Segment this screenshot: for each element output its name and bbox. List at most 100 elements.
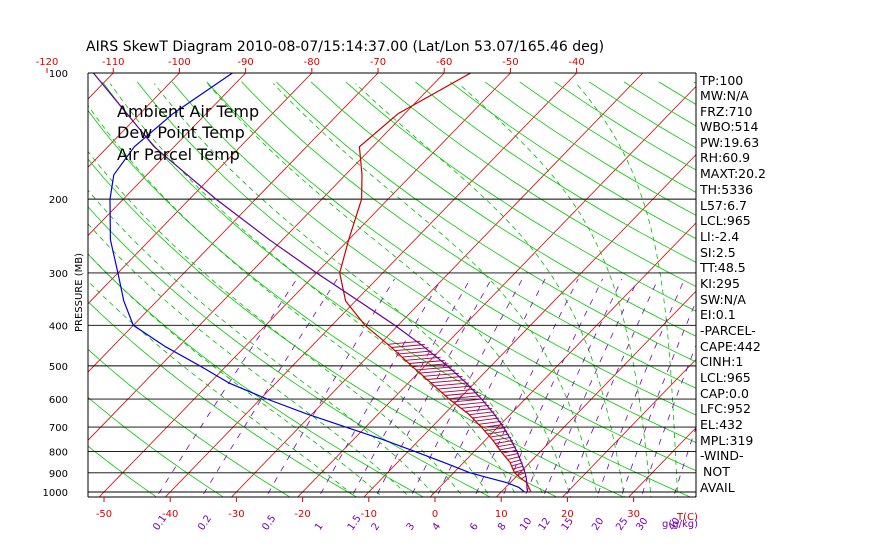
index-lfc: LFC:952 (700, 401, 751, 416)
index-tp: TP:100 (699, 73, 743, 88)
mixing-ratio-tick-label: 1 (313, 521, 326, 533)
isotherm-line (628, 427, 696, 497)
mixing-ratio-line (597, 278, 685, 494)
moist-adiabat-line (576, 83, 679, 497)
cape-hatch-line (512, 465, 524, 470)
moist-adiabat-line (88, 223, 410, 497)
mixing-ratio-line (525, 278, 623, 494)
mixing-ratio-tick-label: 6 (468, 521, 481, 533)
cape-hatch-line (478, 420, 502, 425)
x-axis-label: T(C) (676, 512, 698, 523)
dry-adiabat-line (206, 81, 696, 416)
mixing-ratio-tick-label: 4 (431, 521, 444, 533)
mixing-ratio-line (544, 278, 639, 494)
dry-adiabat-line (136, 81, 696, 472)
cape-hatch-line (448, 395, 482, 400)
moist-adiabat-line (88, 104, 491, 497)
index-wind-header: -WIND- (700, 448, 744, 463)
index-cape: CAPE:442 (700, 339, 761, 354)
index-si: SI:2.5 (700, 245, 736, 260)
cape-hatch-line (514, 468, 526, 473)
top-temperature-tick-label: -100 (168, 57, 191, 68)
pressure-tick-label: 1000 (43, 488, 68, 499)
mixing-ratio-line (203, 278, 338, 495)
moist-adiabat-line (109, 83, 518, 497)
dew-point-line (109, 73, 525, 493)
index-wbo: WBO:514 (700, 119, 758, 134)
dry-adiabat-line (415, 81, 696, 263)
mixing-ratio-line (621, 300, 696, 494)
dry-adiabat-line (171, 81, 696, 443)
dry-adiabat-line (276, 81, 696, 363)
index-tt: TT:48.5 (699, 260, 746, 275)
index-parcel-lcl: LCL:965 (700, 370, 751, 385)
pressure-tick-label: 100 (49, 69, 68, 80)
moist-adiabat-line (355, 83, 625, 497)
index-cinh: CINH:1 (700, 354, 743, 369)
cape-hatch-line (469, 411, 495, 416)
chart-title: AIRS SkewT Diagram 2010-08-07/15:14:37.0… (86, 39, 604, 55)
index-wind-not: NOT (703, 464, 730, 479)
pressure-tick-label: 900 (49, 469, 68, 480)
dry-adiabat-line (88, 445, 158, 497)
dry-adiabat-line (345, 81, 696, 312)
bottom-temperature-tick-label: -10 (361, 509, 377, 520)
index-li: LI:-2.4 (700, 229, 739, 244)
mixing-ratio-line (641, 344, 696, 494)
cape-hatch-line (456, 401, 487, 406)
dry-adiabat-line (102, 81, 692, 497)
legend-ambient-air-temp: Ambient Air Temp (117, 102, 259, 121)
moist-adiabat-line (88, 150, 464, 497)
dry-adiabat-line (380, 81, 696, 288)
top-temperature-tick-label: -40 (568, 57, 584, 68)
cape-hatching (387, 340, 528, 483)
index-mw: MW:N/A (700, 88, 749, 103)
cape-hatch-line (497, 443, 515, 448)
cape-hatch-line (441, 388, 476, 393)
index-cap: CAP:0.0 (700, 386, 749, 401)
index-l57: L57:6.7 (700, 198, 747, 213)
index-ki: KI:295 (700, 276, 740, 291)
dry-adiabat-line (88, 109, 625, 497)
cape-hatch-line (445, 392, 479, 396)
cape-hatch-line (387, 340, 421, 345)
legend-air-parcel-temp: Air Parcel Temp (117, 145, 240, 164)
isotherm-line (429, 222, 696, 497)
isotherm-line (495, 290, 696, 497)
cape-hatch-line (510, 459, 522, 464)
cape-hatch-line (419, 369, 456, 374)
cape-hatch-line (465, 408, 493, 412)
cape-hatch-line (409, 360, 445, 364)
pressure-tick-label: 500 (49, 362, 68, 373)
dry-adiabat-line (88, 301, 358, 497)
background-lines (88, 73, 696, 497)
cape-hatch-line (423, 372, 459, 377)
pressure-tick-label: 400 (49, 321, 68, 332)
cape-hatch-line (405, 356, 441, 361)
bottom-temperature-tick-label: -40 (162, 509, 178, 520)
indices-panel: TP:100 MW:N/A FRZ:710 WBO:514 PW:19.63 R… (699, 73, 766, 495)
cape-hatch-line (452, 398, 484, 403)
index-mpl: MPL:319 (700, 433, 753, 448)
cape-hatch-line (394, 347, 429, 352)
mixing-ratio-tick-label: 3 (405, 521, 418, 533)
cape-hatch-line (507, 456, 521, 460)
moist-adiabat-line (88, 253, 383, 497)
bottom-temperature-tick-label: 0 (432, 509, 438, 520)
parcel-temp-line (92, 73, 529, 493)
top-temperature-tick-label: -60 (436, 57, 452, 68)
moist-adiabat-line (207, 83, 572, 497)
chart-legend: Ambient Air Temp Dew Point Temp Air Parc… (117, 102, 259, 164)
top-temperature-tick-label: -120 (36, 57, 59, 68)
mixing-ratio-line (158, 278, 298, 495)
cape-hatch-line (511, 462, 523, 467)
y-axis-label: PRESSURE (MB) (74, 253, 85, 332)
isotherm-line (230, 73, 644, 497)
cape-hatch-line (487, 430, 508, 435)
mixing-ratio-line (475, 278, 579, 494)
mixing-ratio-line (503, 278, 603, 494)
top-temperature-tick-label: -80 (304, 57, 320, 68)
cape-hatch-line (502, 449, 518, 454)
cape-hatch-line (430, 379, 466, 384)
index-sw: SW:N/A (700, 292, 746, 307)
